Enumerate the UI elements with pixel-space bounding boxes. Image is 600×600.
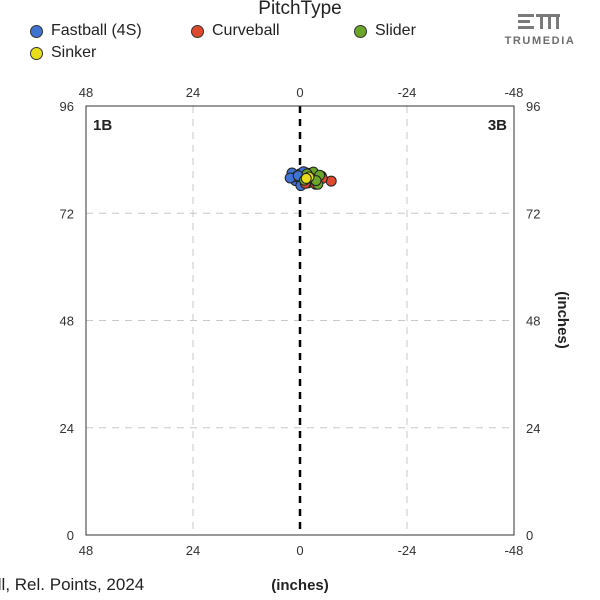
x-tick-label: 0 xyxy=(296,85,303,100)
x-tick-label: -48 xyxy=(505,543,524,558)
x-tick-label: 24 xyxy=(186,85,200,100)
y-tick-label: 96 xyxy=(526,99,540,114)
point-sinker[interactable] xyxy=(300,172,312,184)
y-tick-label: 48 xyxy=(60,314,74,329)
y-tick-label: 72 xyxy=(526,206,540,221)
legend-item-fastball[interactable]: Fastball (4S) xyxy=(30,22,142,40)
y-tick-label: 96 xyxy=(60,99,74,114)
sinker-swatch-icon xyxy=(30,46,43,60)
chart-caption: ill, Rel. Points, 2024 xyxy=(0,575,145,594)
corner-label-1b: 1B xyxy=(93,117,112,134)
data-points xyxy=(284,166,337,192)
legend-label: Fastball (4S) xyxy=(51,22,142,39)
y-tick-label: 0 xyxy=(526,528,533,543)
y-tick-label: 24 xyxy=(526,421,540,436)
y-tick-label: 0 xyxy=(67,528,74,543)
corner-label-3b: 3B xyxy=(488,117,507,134)
x-tick-label: 24 xyxy=(186,543,200,558)
trumedia-logo: TRUMEDIA xyxy=(500,12,580,47)
slider-swatch-icon xyxy=(354,24,367,38)
y-tick-label: 24 xyxy=(60,421,74,436)
legend: Fastball (4S) Curveball Slider Sinker xyxy=(30,22,470,66)
plot-frame xyxy=(85,105,515,536)
legend-label: Slider xyxy=(375,22,416,39)
legend-label: Curveball xyxy=(212,22,280,39)
legend-label: Sinker xyxy=(51,44,97,61)
y-tick-label: 72 xyxy=(60,206,74,221)
x-axis-label: (inches) xyxy=(271,577,329,594)
x-tick-label: 48 xyxy=(79,543,93,558)
legend-item-slider[interactable]: Slider xyxy=(354,22,416,40)
legend-item-sinker[interactable]: Sinker xyxy=(30,44,96,62)
x-tick-label: 0 xyxy=(296,543,303,558)
trumedia-logo-icon xyxy=(518,14,560,29)
x-tick-label: -48 xyxy=(505,85,524,100)
curveball-swatch-icon xyxy=(191,24,204,38)
x-tick-label: 48 xyxy=(79,85,93,100)
brand-name: TRUMEDIA xyxy=(504,35,576,47)
y-tick-label: 48 xyxy=(526,314,540,329)
x-tick-label: -24 xyxy=(398,85,417,100)
fastball-swatch-icon xyxy=(30,24,43,38)
legend-item-curveball[interactable]: Curveball xyxy=(191,22,280,40)
y-axis-label: (inches) xyxy=(554,291,571,349)
x-tick-label: -24 xyxy=(398,543,417,558)
legend-title: PitchType xyxy=(258,0,342,19)
